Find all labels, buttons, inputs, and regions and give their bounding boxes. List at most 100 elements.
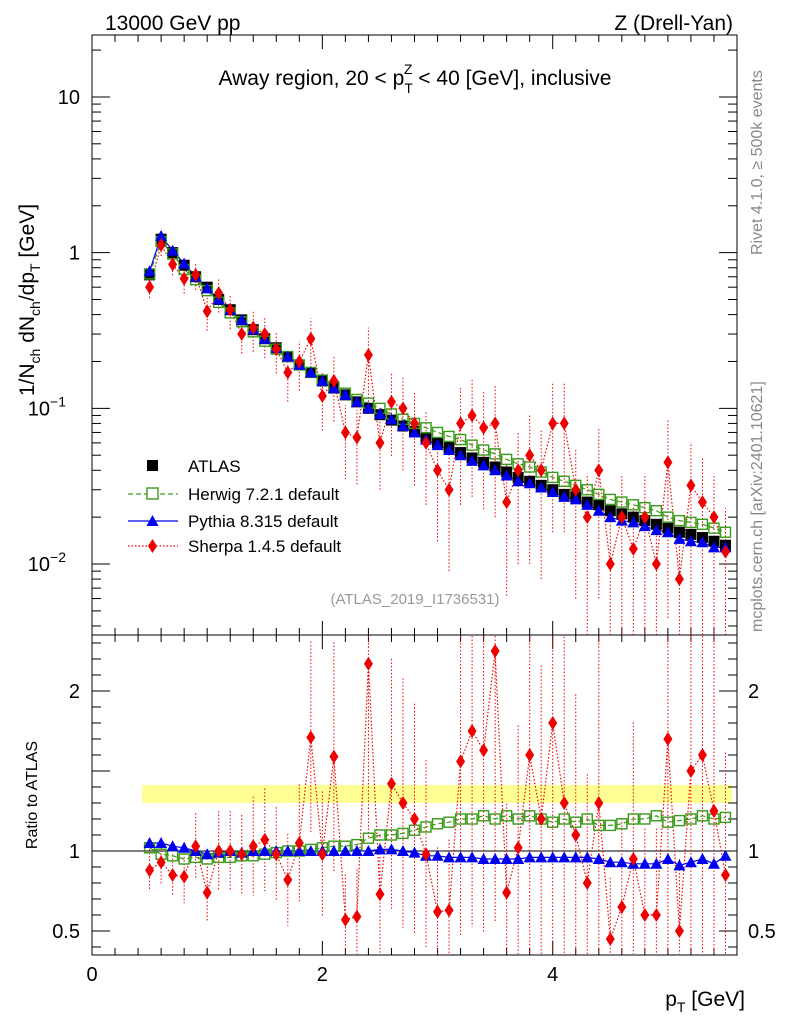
ratio-pythia-point	[396, 845, 409, 856]
ratio-sherpa-point	[306, 730, 316, 745]
ratio-sherpa-point	[145, 863, 155, 878]
ratio-sherpa-point	[548, 716, 558, 730]
ratio-herwig-point	[558, 813, 570, 825]
sherpa-point	[617, 510, 627, 525]
sherpa-point	[317, 389, 327, 404]
pythia-point	[155, 229, 168, 241]
ratio-y-tick-label: 2	[69, 681, 80, 703]
ratio-sherpa-point	[168, 868, 178, 882]
ratio-sherpa-point	[709, 804, 719, 818]
ratio-sherpa-point	[294, 836, 304, 850]
sherpa-point	[214, 286, 224, 301]
atlas-point	[708, 535, 720, 547]
herwig-point	[673, 514, 686, 527]
ratio-sherpa-point	[686, 764, 696, 778]
ratio-pythia-point	[604, 856, 617, 868]
sherpa-point	[283, 365, 293, 380]
pythia-point	[696, 536, 709, 548]
analysis-id: (ATLAS_2019_I1736531)	[330, 591, 499, 608]
herwig-point	[685, 516, 697, 529]
herwig-point	[547, 471, 559, 484]
sherpa-point	[456, 416, 466, 431]
ratio-sherpa-point	[594, 796, 604, 810]
sherpa-point	[605, 557, 615, 572]
ratio-sherpa-point	[352, 909, 362, 924]
herwig-point	[627, 499, 640, 511]
sherpa-point	[525, 448, 535, 463]
ratio-pythia-point	[673, 859, 686, 871]
sherpa-point	[145, 280, 155, 295]
pythia-point	[707, 541, 720, 553]
pythia-point	[316, 374, 329, 386]
ratio-pythia-point	[684, 856, 697, 868]
ratio-pythia-point	[569, 851, 582, 863]
y-tick-label: 1	[69, 243, 80, 265]
ratio-y-tick-label-right: 2	[748, 681, 759, 703]
ratio-sherpa-point	[156, 855, 166, 870]
ratio-sherpa-point	[410, 812, 419, 826]
pythia-point	[443, 443, 456, 455]
pythia-point	[592, 504, 605, 516]
ratio-sherpa-point	[456, 754, 466, 769]
legend-atlas-marker	[147, 460, 158, 471]
ratio-pythia-point	[477, 853, 490, 864]
ratio-sherpa-point	[513, 840, 523, 855]
atlas-point	[604, 505, 616, 517]
ratio-y-tick-label-right: 0.5	[748, 921, 776, 943]
pythia-point	[546, 486, 559, 498]
ratio-pythia-point	[650, 857, 663, 869]
pythia-point	[523, 477, 536, 489]
herwig-point	[500, 453, 513, 466]
ratio-y-tick-label-right: 1	[748, 841, 759, 863]
sherpa-point	[479, 420, 489, 435]
ratio-sherpa-point	[271, 847, 281, 862]
sherpa-point	[363, 348, 373, 363]
ratio-herwig-point	[500, 810, 513, 822]
sherpa-point	[260, 327, 270, 342]
ratio-pythia-point	[615, 856, 628, 868]
legend-pythia-marker	[146, 515, 159, 526]
ratio-pythia-point	[201, 848, 214, 860]
sherpa-point	[421, 435, 431, 450]
herwig-point	[454, 433, 467, 446]
ratio-sherpa-point	[536, 812, 546, 826]
atlas-point	[685, 528, 697, 540]
ratio-pythia-point	[719, 849, 732, 861]
ratio-herwig-point	[662, 816, 674, 828]
pythia-point	[235, 313, 248, 325]
herwig-point	[443, 430, 455, 443]
legend-herwig-marker	[146, 487, 159, 500]
ratio-pythia-point	[592, 853, 605, 864]
pythia-point	[373, 407, 386, 419]
pythia-point	[569, 493, 582, 505]
ratio-herwig-point	[466, 813, 478, 825]
pythia-point	[558, 490, 571, 502]
sherpa-point	[329, 373, 339, 388]
pythia-point	[661, 526, 674, 538]
sherpa-point	[444, 482, 454, 497]
ratio-herwig-point	[639, 813, 651, 825]
herwig-point	[558, 475, 570, 487]
ratio-y-tick-label: 1	[69, 841, 80, 863]
ratio-pythia-point	[304, 845, 317, 856]
ratio-sherpa-point	[283, 872, 293, 887]
ratio-sherpa-point	[697, 748, 707, 762]
ratio-herwig-point	[719, 811, 732, 824]
sherpa-point	[502, 495, 512, 510]
ratio-sherpa-point	[663, 732, 673, 746]
herwig-point	[477, 444, 490, 456]
sherpa-point	[179, 271, 189, 286]
ratio-herwig-point	[616, 818, 628, 830]
ratio-y-axis-label: Ratio to ATLAS	[24, 741, 41, 849]
ratio-pythia-point	[373, 843, 386, 855]
pythia-point	[581, 498, 594, 510]
pythia-point	[143, 265, 156, 277]
ratio-pythia-point	[431, 849, 444, 861]
herwig-point	[650, 505, 663, 517]
ratio-sherpa-point	[214, 844, 224, 858]
ratio-herwig-point	[397, 827, 409, 840]
header-left: 13000 GeV pp	[105, 12, 240, 35]
x-tick-label: 4	[547, 964, 558, 986]
ratio-sherpa-point	[340, 912, 350, 927]
